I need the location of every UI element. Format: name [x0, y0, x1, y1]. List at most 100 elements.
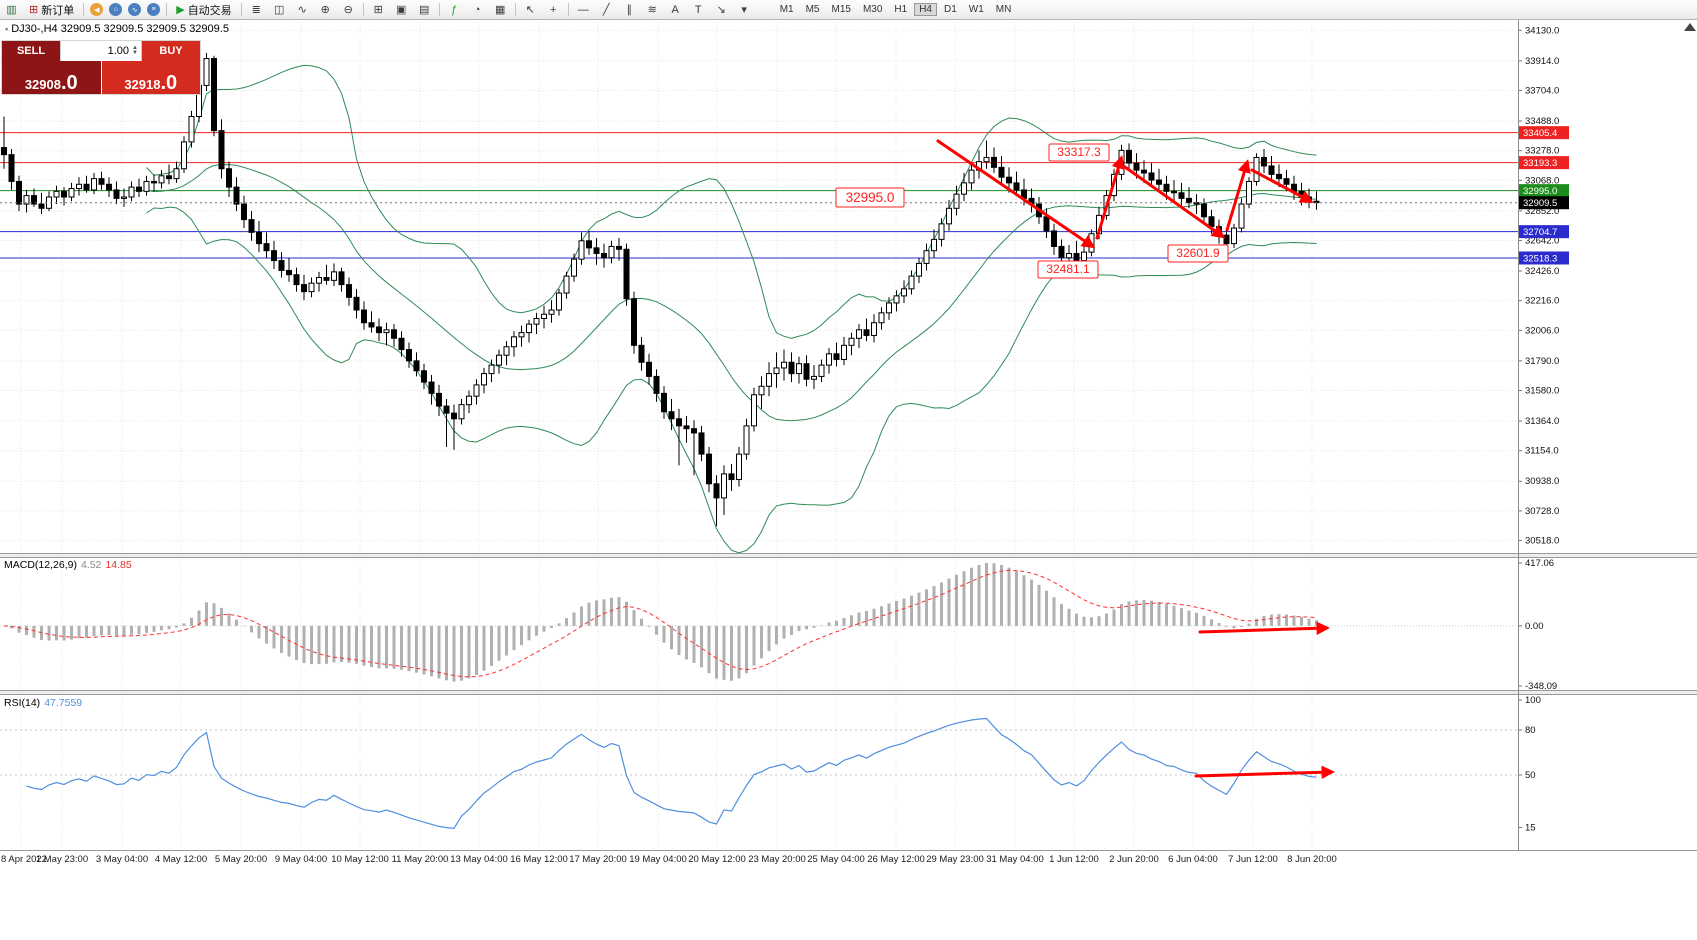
time-axis-label: 23 May 20:00 — [748, 854, 806, 865]
annotation-label-box[interactable] — [1048, 143, 1110, 162]
text-label-tool-icon[interactable]: T — [694, 3, 702, 16]
bollinger-upper-band — [146, 64, 1317, 339]
toolbar-separator — [83, 3, 85, 16]
sell-button[interactable]: SELL — [2, 41, 60, 61]
crosshair-icon[interactable]: + — [549, 3, 557, 16]
price-tag — [1519, 156, 1569, 170]
cascade-windows-icon[interactable]: ▣ — [395, 4, 407, 16]
arrows-dropdown-icon[interactable]: ▾ — [741, 4, 747, 16]
scroll-top-marker[interactable] — [1684, 23, 1696, 31]
trend-arrow[interactable] — [936, 139, 1096, 249]
bar-chart-mode-icon[interactable]: ≣ — [251, 4, 261, 16]
trend-arrow[interactable] — [1123, 165, 1226, 239]
price-axis-label: 32852.0 — [1525, 206, 1559, 217]
annotation-label-text[interactable]: 32995.0 — [846, 190, 895, 205]
macd-histogram — [10, 563, 1318, 682]
buy-button[interactable]: BUY — [142, 41, 200, 61]
rsi-label: RSI(14) 47.7559 — [4, 697, 83, 709]
volume-down-icon[interactable]: ▼ — [132, 50, 138, 56]
price-axis-label: 30938.0 — [1525, 476, 1559, 487]
volume-up-icon[interactable]: ▲ — [132, 45, 138, 51]
trend-arrow[interactable] — [1250, 168, 1314, 203]
market-icon[interactable]: ⌂ — [109, 3, 123, 16]
indicators-icon[interactable]: ƒ — [451, 3, 458, 16]
horizontal-line-tool-icon[interactable]: — — [577, 3, 589, 16]
annotation-label-box[interactable] — [1167, 244, 1229, 263]
rsi-axis-label: 50 — [1525, 770, 1536, 781]
price-tag — [1519, 126, 1569, 140]
new-chart-icon[interactable]: ▥ — [6, 4, 17, 16]
macd-panel-splitter[interactable] — [0, 553, 1697, 558]
channel-tool-icon[interactable]: ∥ — [626, 4, 632, 16]
candlestick-mode-icon[interactable]: ◫ — [273, 4, 285, 16]
price-axis-label: 33488.0 — [1525, 116, 1559, 127]
macd-axis-label: -348.09 — [1525, 681, 1557, 692]
annotation-label-text[interactable]: 33317.3 — [1057, 145, 1101, 159]
rsi-panel-splitter[interactable] — [0, 690, 1697, 695]
text-tool-icon[interactable]: A — [671, 3, 679, 16]
annotation-label-text[interactable]: 32601.9 — [1176, 246, 1220, 260]
zoom-in-icon[interactable]: ⊕ — [320, 4, 330, 16]
announcements-icon[interactable]: ◀ — [90, 3, 104, 16]
periods-icon[interactable]: ◔ — [473, 3, 481, 16]
volume-input[interactable]: 1.00 ▲ ▼ — [60, 41, 142, 61]
annotation-label-text[interactable]: 32481.1 — [1046, 262, 1090, 276]
price-axis-label: 31154.0 — [1525, 446, 1559, 457]
macd-arrow[interactable] — [1198, 621, 1331, 636]
cursor-icon[interactable]: ↖ — [525, 4, 535, 16]
new-order-button[interactable]: ⊞ 新订单 — [23, 1, 80, 18]
time-axis-label: 8 Jun 20:00 — [1287, 854, 1337, 865]
time-axis-label: 9 May 04:00 — [275, 854, 327, 865]
arrows-tool-icon[interactable]: ↘ — [716, 4, 726, 16]
time-axis-label: 2 Jun 20:00 — [1109, 854, 1159, 865]
time-axis-label: 5 May 20:00 — [215, 854, 267, 865]
timeframe-w1[interactable]: W1 — [968, 4, 984, 15]
volume-stepper[interactable]: ▲ ▼ — [132, 45, 138, 56]
trend-arrow[interactable] — [1225, 159, 1251, 232]
time-axis-label: 17 May 20:00 — [569, 854, 627, 865]
time-axis-label: 1 May 23:00 — [36, 854, 88, 865]
toolbar: ▥ ⊞ 新订单 ◀ ⌂ ∿ ≡ ▶ 自动交易 ≣ ◫ ∿ ⊕ ⊖ ⊞ ▣ ▤ ƒ ◔ ▦ ↖ + — ╱ ∥ ≋ A T ↘ ▾ M1 M5 M… — [0, 0, 1697, 20]
price-axis-label: 33914.0 — [1525, 56, 1559, 67]
timeframe-m30[interactable]: M30 — [862, 4, 883, 15]
timeframe-d1[interactable]: D1 — [944, 4, 957, 15]
chart-icon: ▪ — [5, 24, 9, 34]
price-tag-label: 33405.4 — [1523, 128, 1557, 139]
templates-icon[interactable]: ▦ — [494, 4, 506, 16]
auto-trading-button[interactable]: ▶ 自动交易 — [170, 1, 237, 18]
macd-axis-label: 417.06 — [1525, 558, 1554, 569]
timeframe-h1[interactable]: H1 — [894, 4, 908, 15]
time-axis-label: 4 May 12:00 — [155, 854, 207, 865]
rsi-axis-label: 80 — [1525, 725, 1536, 736]
timeframe-m15[interactable]: M15 — [831, 4, 851, 15]
community-icon[interactable]: ≡ — [147, 3, 161, 16]
new-order-icon: ⊞ — [29, 4, 39, 16]
rsi-arrow[interactable] — [1194, 765, 1336, 780]
time-axis-label: 16 May 12:00 — [510, 854, 568, 865]
signals-icon[interactable]: ∿ — [128, 3, 142, 16]
trendline-tool-icon[interactable]: ╱ — [602, 4, 610, 16]
time-axis-label: 31 May 04:00 — [986, 854, 1044, 865]
price-tag — [1519, 251, 1569, 265]
line-chart-mode-icon[interactable]: ∿ — [297, 4, 307, 16]
annotation-label-box[interactable] — [1037, 260, 1099, 279]
toolbar-separator — [567, 3, 569, 16]
timeframe-h4[interactable]: H4 — [914, 3, 937, 16]
price-tag — [1519, 225, 1569, 239]
fibonacci-tool-icon[interactable]: ≋ — [647, 4, 657, 16]
sell-price[interactable]: 32908.0 — [2, 61, 101, 94]
time-axis-label: 13 May 04:00 — [450, 854, 508, 865]
annotation-label-box[interactable] — [835, 187, 905, 208]
price-tag-label: 32704.7 — [1523, 227, 1557, 238]
tile-windows-icon[interactable]: ⊞ — [373, 4, 383, 16]
timeframe-m5[interactable]: M5 — [805, 4, 820, 15]
price-axis-label: 30518.0 — [1525, 536, 1559, 547]
timeframe-m1[interactable]: M1 — [779, 4, 794, 15]
trend-arrow[interactable] — [1095, 155, 1125, 240]
zoom-out-icon[interactable]: ⊖ — [343, 4, 353, 16]
timeframe-mn[interactable]: MN — [995, 4, 1012, 15]
buy-price[interactable]: 32918.0 — [101, 61, 200, 94]
navigator-icon[interactable]: ▤ — [418, 4, 430, 16]
toolbar-separator — [514, 3, 516, 16]
